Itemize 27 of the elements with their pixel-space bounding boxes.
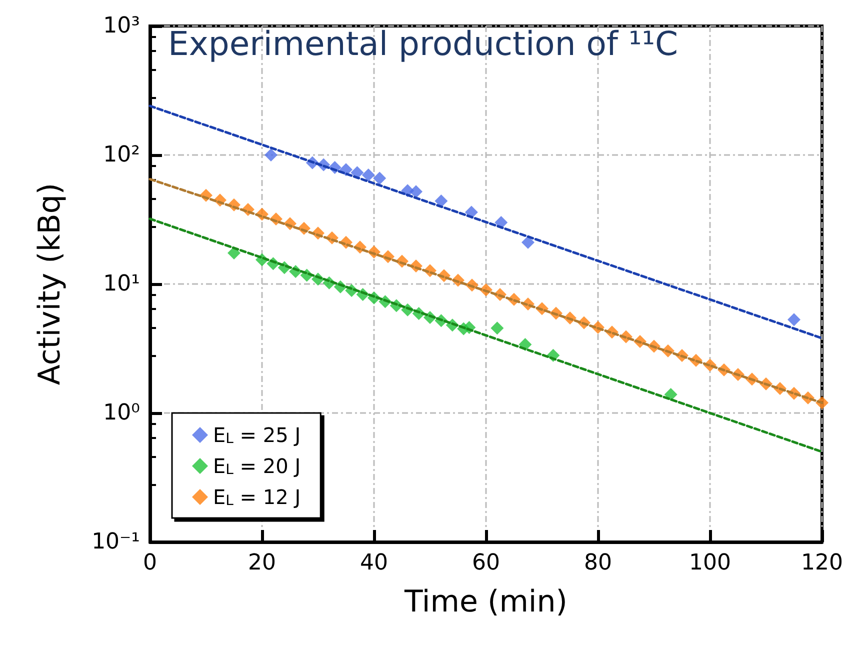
x-tick-label: 40: [360, 550, 388, 576]
x-tick-label: 20: [248, 550, 276, 576]
x-tick-label: 100: [689, 550, 731, 576]
point: [664, 388, 678, 402]
x-tick-label: 80: [584, 550, 612, 576]
y-tick-label: 10⁰: [103, 400, 140, 426]
x-tick-label: 120: [801, 550, 843, 576]
legend-label: EL = 25 J: [213, 423, 301, 447]
legend-label: EL = 12 J: [213, 485, 301, 509]
point: [373, 172, 386, 185]
x-tick-label: 60: [472, 550, 500, 576]
point: [264, 148, 278, 162]
legend-label: EL = 20 J: [213, 454, 301, 478]
point: [362, 168, 375, 182]
y-axis-title: Activity (kBq): [32, 182, 68, 386]
point: [490, 322, 504, 335]
point: [788, 313, 800, 326]
x-tick-label: 0: [143, 550, 157, 576]
point: [434, 194, 448, 208]
y-tick-label: 10¹: [103, 272, 140, 296]
y-tick-label: 10³: [103, 14, 140, 38]
point: [522, 236, 534, 249]
point: [410, 185, 422, 198]
y-tick-label: 10²: [103, 142, 140, 168]
y-tick-label: 10⁻¹: [92, 530, 140, 554]
x-axis-title: Time (min): [404, 584, 568, 620]
chart-title: Experimental production of ¹¹C: [168, 24, 678, 63]
